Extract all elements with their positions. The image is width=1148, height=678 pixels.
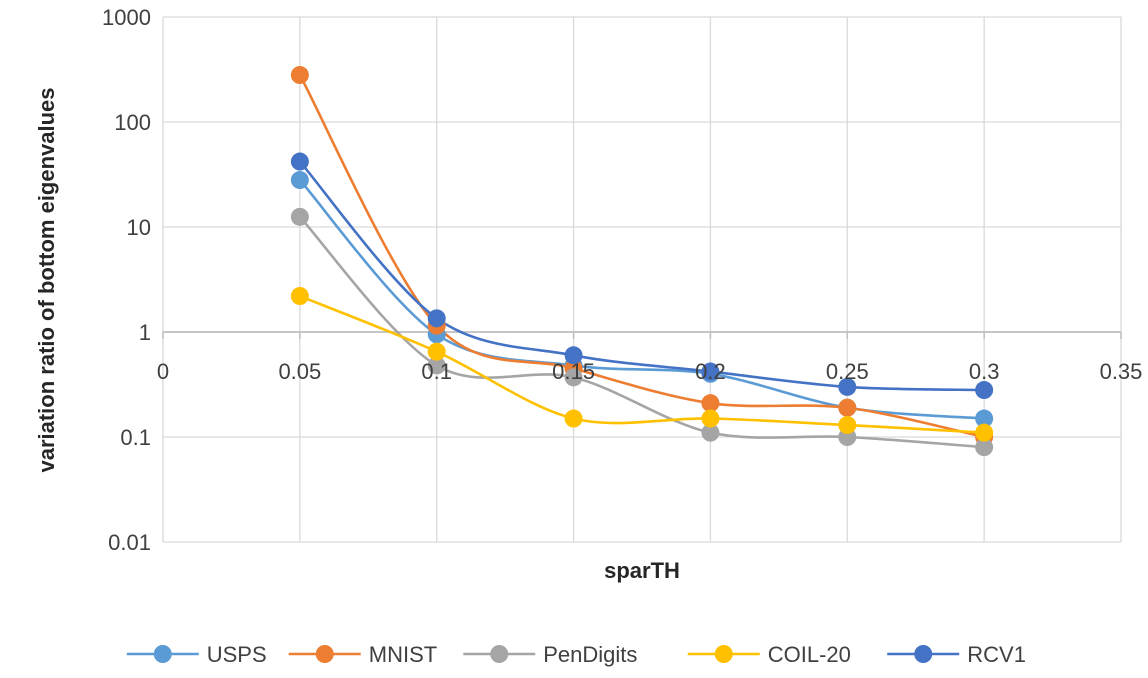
x-tick-label: 0.1 [421,359,452,384]
data-point-pendigits [427,356,446,375]
x-tick-label: 0.25 [826,359,869,384]
data-point-coil-20 [701,409,720,428]
series-line-coil-20 [299,294,985,434]
data-point-coil-20 [975,423,994,442]
legend-item-usps: USPS [126,642,267,667]
y-tick-label: 0.01 [108,530,151,555]
legend-label: RCV1 [967,642,1026,667]
axes [162,331,1122,339]
data-point-coil-20 [290,287,309,306]
x-tick-label: 0.3 [969,359,1000,384]
data-point-pendigits [290,207,309,226]
legend: USPS MNIST PenDigits COIL-20 RCV1 [126,642,1026,667]
y-tick-label: 10 [127,215,151,240]
data-point-mnist [838,398,857,417]
data-point-mnist [701,394,720,413]
legend-swatch-marker [315,645,334,663]
y-tick-label: 1 [139,320,151,345]
data-point-rcv1 [564,346,583,365]
x-tick-label: 0.2 [695,359,726,384]
data-point-rcv1 [290,152,309,171]
data-point-usps [290,171,309,190]
data-point-rcv1 [701,362,720,381]
data-point-rcv1 [427,309,446,328]
data-point-pendigits [975,438,994,457]
y-tick-label: 1000 [102,5,151,30]
tick-labels: 0.01 0.1 1 10 100 1000 0 0.05 0.1 0.15 0.2 0.25 0.3 0… [102,5,1142,555]
data-point-mnist [290,66,309,85]
x-tick-label: 0 [157,359,169,384]
legend-label: USPS [207,642,267,667]
legend-item-pendigits: PenDigits [463,642,637,667]
legend-swatch-marker [490,645,509,663]
series-layer [298,74,985,449]
y-tick-label: 100 [114,110,151,135]
data-point-coil-20 [427,342,446,361]
x-tick-label: 0.15 [552,359,595,384]
legend-item-mnist: MNIST [288,642,437,667]
legend-label: MNIST [369,642,437,667]
data-point-rcv1 [975,381,994,400]
legend-label: PenDigits [543,642,637,667]
series-line-mnist [298,74,985,439]
data-point-rcv1 [838,377,857,396]
y-axis-title: variation ratio of bottom eigenvalues [34,87,59,472]
x-tick-label: 0.05 [278,359,321,384]
legend-swatch-marker [153,645,172,663]
legend-item-rcv1: RCV1 [887,642,1026,667]
grid [162,16,1122,543]
legend-swatch-marker [714,645,733,663]
data-point-usps [975,409,994,428]
x-tick-label: 0.35 [1100,359,1143,384]
series-line-usps [298,179,985,420]
legend-label: COIL-20 [768,642,851,667]
data-point-pendigits [701,423,720,442]
data-point-pendigits [564,368,583,387]
x-axis-title: sparTH [604,558,680,583]
marker-layer [290,66,994,457]
data-point-coil-20 [838,416,857,435]
y-tick-label: 0.1 [120,425,151,450]
data-point-coil-20 [564,409,583,428]
legend-item-coil-20: COIL-20 [687,642,851,667]
legend-swatch-marker [914,645,933,663]
